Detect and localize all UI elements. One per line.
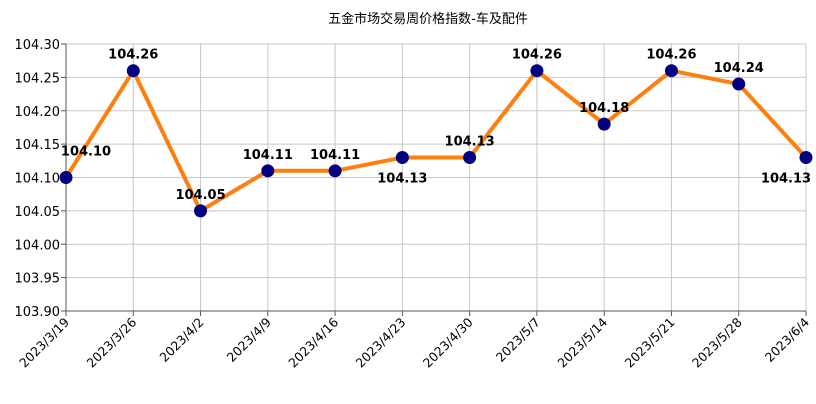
y-tick-label: 103.95 (15, 272, 61, 287)
x-axis-ticks: 2023/3/19 2023/3/26 2023/4/2 2023/4/9 2023/4… (16, 314, 812, 370)
data-point (597, 117, 611, 131)
data-label: 104.11 (243, 148, 293, 163)
x-tick-label: 2023/5/28 (689, 314, 745, 370)
y-tick-label: 104.05 (15, 205, 61, 220)
data-point (126, 64, 140, 78)
x-tick-label: 2023/3/26 (83, 314, 139, 370)
x-tick-label: 2023/5/14 (554, 314, 610, 370)
x-tick-label: 2023/3/19 (16, 314, 72, 370)
data-label: 104.18 (579, 101, 629, 116)
axes (61, 43, 807, 316)
data-labels: 104.10 104.26 104.05 104.11 104.11 104.13 104.… (61, 48, 811, 203)
data-label: 104.11 (310, 148, 360, 163)
data-label: 104.24 (714, 61, 764, 76)
y-tick-label: 104.15 (15, 138, 61, 153)
y-tick-label: 104.10 (15, 172, 61, 187)
data-point (328, 164, 342, 178)
y-tick-label: 104.30 (15, 38, 61, 53)
data-points (59, 64, 813, 218)
data-point (732, 77, 746, 91)
x-tick-label: 2023/4/16 (285, 314, 341, 370)
data-label: 104.13 (445, 134, 495, 149)
data-label: 104.26 (108, 48, 158, 63)
data-point (261, 164, 275, 178)
x-tick-label: 2023/4/30 (420, 314, 476, 370)
data-point (799, 150, 813, 164)
series-path (64, 68, 808, 213)
y-tick-label: 104.00 (15, 238, 61, 253)
chart-title: 五金市场交易周价格指数-车及配件 (328, 11, 528, 27)
y-tick-label: 104.20 (15, 105, 61, 120)
x-tick-label: 2023/6/4 (762, 314, 812, 364)
data-label: 104.10 (61, 145, 111, 160)
data-label: 104.13 (761, 171, 811, 186)
y-tick-label: 103.90 (15, 305, 61, 320)
data-point (530, 64, 544, 78)
x-tick-label: 2023/5/7 (493, 315, 543, 365)
data-label: 104.13 (377, 171, 427, 186)
data-point (59, 171, 73, 184)
x-tick-label: 2023/5/21 (622, 315, 678, 371)
y-axis-ticks: 104.30 104.25 104.20 104.15 104.10 104.05 104.… (15, 38, 61, 320)
data-label: 104.05 (175, 188, 225, 203)
x-tick-label: 2023/4/2 (156, 315, 206, 365)
x-tick-label: 2023/4/9 (224, 314, 274, 364)
x-tick-label: 2023/4/23 (353, 315, 409, 371)
data-point (463, 150, 477, 164)
series-line (64, 68, 808, 213)
grid (66, 43, 807, 312)
data-label: 104.26 (512, 48, 562, 63)
data-label: 104.26 (646, 48, 696, 63)
data-point (395, 150, 409, 164)
data-point (664, 64, 678, 78)
y-tick-label: 104.25 (15, 71, 61, 86)
data-point (194, 204, 208, 218)
